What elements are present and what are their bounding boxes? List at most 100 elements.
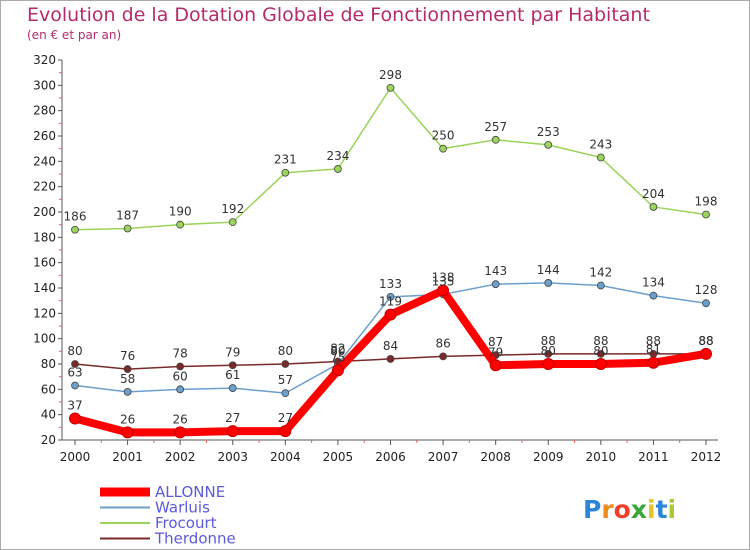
logo-letter: P xyxy=(583,495,601,524)
data-label: 88 xyxy=(698,334,713,348)
data-label: 79 xyxy=(488,345,503,359)
data-label: 79 xyxy=(225,345,240,359)
x-tick-label: 2007 xyxy=(428,450,459,464)
data-label: 192 xyxy=(221,202,244,216)
legend-label-warluis: Warluis xyxy=(155,499,210,517)
x-tick-label: 2003 xyxy=(217,450,248,464)
data-point xyxy=(71,381,79,390)
data-point xyxy=(176,220,185,229)
data-label: 234 xyxy=(326,149,349,163)
data-point xyxy=(544,349,553,358)
data-point xyxy=(69,412,81,425)
data-label: 144 xyxy=(537,263,560,277)
data-point xyxy=(544,140,553,149)
data-label: 57 xyxy=(278,373,293,387)
data-point xyxy=(491,280,500,289)
axes: 20 40 60 80 100 120 140 160 180 200 220 240 260 280 30… xyxy=(33,53,721,464)
data-label: 26 xyxy=(173,412,188,426)
y-tick-label: 60 xyxy=(41,382,56,396)
data-point xyxy=(386,355,395,363)
data-label: 80 xyxy=(278,344,293,358)
data-point xyxy=(439,144,447,153)
x-tick-label: 2009 xyxy=(533,450,564,464)
data-label: 134 xyxy=(642,276,665,290)
data-label: 128 xyxy=(695,283,718,297)
data-label: 27 xyxy=(225,411,240,425)
data-point xyxy=(700,347,712,360)
data-label: 86 xyxy=(435,336,450,350)
series-therdonne xyxy=(71,349,710,373)
data-label: 138 xyxy=(432,271,455,285)
data-label: 142 xyxy=(589,265,612,279)
data-point xyxy=(596,349,605,358)
data-label: 26 xyxy=(120,412,135,426)
y-tick-label: 220 xyxy=(33,180,56,194)
x-tick-label: 2012 xyxy=(691,450,722,464)
legend-label-therdonne: Therdonne xyxy=(154,530,236,548)
y-tick-label: 180 xyxy=(33,230,56,244)
data-point xyxy=(71,360,79,368)
data-label: 27 xyxy=(278,411,293,425)
y-tick-label: 140 xyxy=(33,281,56,295)
legend-label-frocourt: Frocourt xyxy=(155,514,217,532)
data-label: 81 xyxy=(646,343,661,357)
series-layer xyxy=(69,83,712,439)
data-label: 187 xyxy=(116,208,139,222)
proxiti-logo: Proxiti xyxy=(583,495,676,524)
data-point xyxy=(281,389,290,398)
y-tick-label: 300 xyxy=(33,78,56,92)
data-point xyxy=(281,168,290,177)
data-label: 88 xyxy=(646,334,661,348)
data-point xyxy=(437,284,450,297)
data-point xyxy=(228,218,237,227)
data-label: 231 xyxy=(274,153,297,167)
data-point xyxy=(489,359,502,372)
data-label: 88 xyxy=(698,334,713,348)
data-point xyxy=(279,425,292,438)
data-label: 250 xyxy=(432,129,455,143)
logo-letter: r xyxy=(601,495,614,524)
y-tick-label: 80 xyxy=(41,357,56,371)
data-point xyxy=(174,426,187,439)
data-label: 119 xyxy=(379,295,402,309)
data-point xyxy=(176,362,185,371)
logo-letter: i xyxy=(668,495,677,524)
x-tick-label: 2005 xyxy=(323,450,354,464)
data-label: 143 xyxy=(484,264,507,278)
data-label: 37 xyxy=(67,398,82,412)
data-point xyxy=(384,308,397,321)
chart-title: Evolution de la Dotation Globale de Fonc… xyxy=(27,4,650,26)
data-point xyxy=(596,281,605,290)
data-point xyxy=(544,279,553,287)
data-label: 135 xyxy=(432,274,455,288)
data-point xyxy=(334,165,342,173)
data-label: 204 xyxy=(642,187,665,201)
logo-letter: o xyxy=(614,495,631,524)
y-tick-label: 260 xyxy=(33,129,56,143)
x-tick-label: 2010 xyxy=(586,450,617,464)
data-label: 80 xyxy=(541,344,556,358)
y-tick-label: 320 xyxy=(33,53,56,67)
data-point xyxy=(228,361,237,370)
legend-label-allonne: ALLONNE xyxy=(155,483,225,501)
data-label: 63 xyxy=(67,366,82,380)
data-point xyxy=(386,292,395,301)
data-point xyxy=(491,135,500,144)
data-point xyxy=(281,360,290,368)
data-labels: 186 187 190 192 231 234 298 250 257 253 243 204 198 6… xyxy=(64,68,718,427)
y-tick-label: 40 xyxy=(41,408,56,422)
data-label: 80 xyxy=(67,344,82,358)
data-label: 88 xyxy=(593,334,608,348)
y-tick-label: 20 xyxy=(41,433,56,447)
data-label: 80 xyxy=(593,344,608,358)
x-tick-label: 2006 xyxy=(375,450,406,464)
logo-text: Proxiti xyxy=(583,495,676,524)
data-point xyxy=(228,384,237,392)
chart-subtitle: (en € et par an) xyxy=(27,28,122,42)
data-label: 82 xyxy=(330,341,345,355)
y-tick-label: 120 xyxy=(33,306,56,320)
x-tick-label: 2000 xyxy=(60,450,91,464)
y-tick-label: 160 xyxy=(33,256,56,270)
data-label: 133 xyxy=(379,277,402,291)
